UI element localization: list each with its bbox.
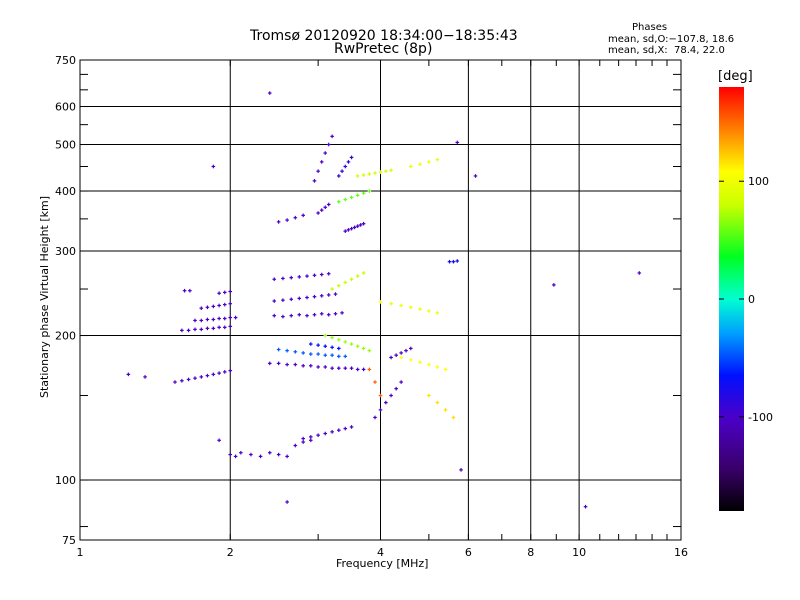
- x-axis-label: Frequency [MHz]: [336, 557, 429, 570]
- x-tick-label: 10: [572, 546, 586, 559]
- y-axis-label: Stationary phase Virtual Height [km]: [38, 195, 51, 398]
- y-tick-label: 500: [55, 139, 76, 152]
- x-tick-label: 8: [527, 546, 534, 559]
- x-tick-label: 6: [465, 546, 472, 559]
- x-tick-label: 2: [227, 546, 234, 559]
- phase-stats-x-mode: mean, sd,X: 78.4, 22.0: [608, 45, 725, 56]
- chart-title-line1: Tromsø 20120920 18:34:00−18:35:43: [250, 28, 518, 44]
- y-tick-label: 100: [55, 474, 76, 487]
- y-tick-label: 600: [55, 101, 76, 114]
- x-tick-label: 1: [77, 546, 84, 559]
- phase-stats-o-mode: mean, sd,O:−107.8, 18.6: [608, 34, 735, 45]
- axis-ticks: [79, 59, 682, 540]
- axis-tick-labels: 1 2 4 6 8 10 16 75 100 200 300 400 500 600 750: [55, 54, 688, 559]
- y-tick-label: 75: [62, 534, 76, 547]
- x-tick-label: 4: [377, 546, 384, 559]
- data-points: [126, 91, 642, 509]
- grid-lines: [80, 60, 681, 540]
- colorbar-tick-label: 100: [748, 175, 769, 188]
- colorbar-tick-label: 0: [748, 293, 755, 306]
- x-tick-label: 16: [674, 546, 688, 559]
- phase-stats-title: Phases: [632, 22, 668, 33]
- y-tick-label: 200: [55, 330, 76, 343]
- chart-title-line2: RwPretec (8p): [334, 41, 433, 57]
- y-tick-label: 400: [55, 185, 76, 198]
- y-tick-label: 750: [55, 54, 76, 67]
- y-tick-label: 300: [55, 245, 76, 258]
- colorbar-ticks: 100 0 -100: [719, 175, 773, 424]
- colorbar-tick-label: -100: [748, 411, 773, 424]
- colorbar-label: [deg]: [718, 69, 753, 84]
